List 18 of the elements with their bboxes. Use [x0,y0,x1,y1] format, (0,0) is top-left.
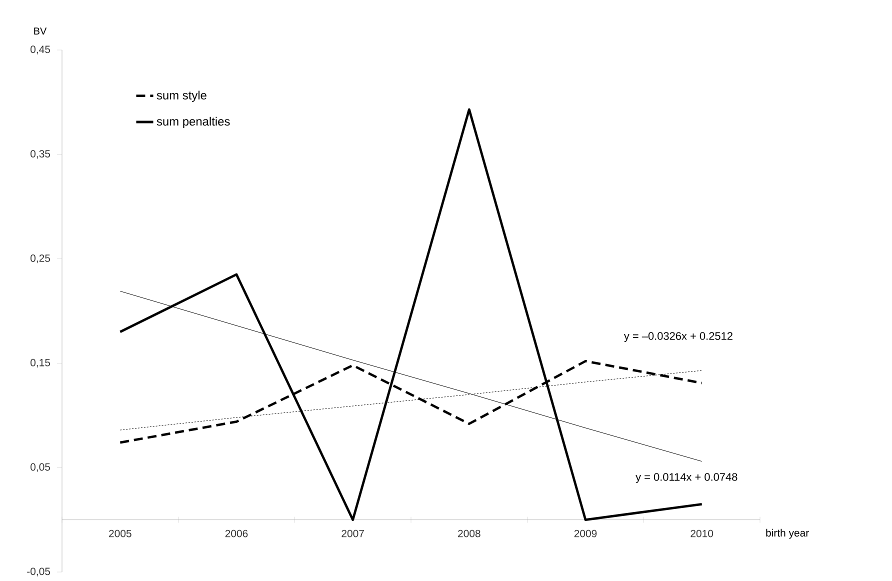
x-tick-label: 2007 [342,530,364,538]
x-tick-label: 2006 [225,530,248,538]
y-tick-label: 0,05 [30,463,50,472]
legend-label: sum penalties [156,116,230,128]
x-tick-label: 2009 [574,530,597,538]
x-tick-label: 2010 [690,530,714,538]
y-tick-label: 0,45 [30,46,50,54]
y-tick-label: -0,05 [27,568,50,576]
y-tick-label: 0,15 [30,358,50,368]
x-tick-label: 2008 [458,530,480,538]
annotation: y = 0.0114x + 0.0748 [636,473,738,483]
y-axis-title: BV [34,28,47,34]
x-axis-title: birth year [766,528,809,539]
y-tick-label: 0,25 [30,254,50,264]
x-tick-label: 2005 [109,530,132,538]
annotation: y = –0.0326x + 0.2512 [624,332,732,342]
legend-label: sum style [156,90,206,102]
y-tick-label: 0,35 [30,150,50,159]
